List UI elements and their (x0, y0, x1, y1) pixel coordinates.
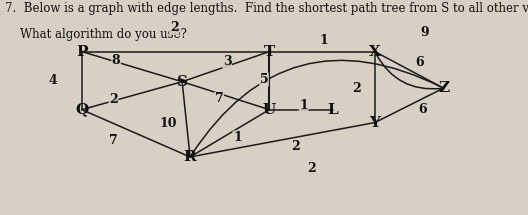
Text: P: P (76, 45, 88, 59)
Text: Q: Q (75, 103, 89, 117)
Text: 2: 2 (291, 140, 300, 153)
Text: L: L (327, 103, 338, 117)
Text: 3: 3 (223, 55, 231, 68)
Text: 1: 1 (320, 34, 328, 47)
Text: 7: 7 (215, 92, 223, 105)
Text: 1: 1 (299, 99, 308, 112)
Text: T: T (263, 45, 275, 59)
Text: 6: 6 (418, 103, 427, 116)
Text: 2: 2 (352, 82, 361, 95)
Text: X: X (369, 45, 381, 59)
Text: 1: 1 (233, 131, 242, 144)
Text: 5: 5 (260, 73, 268, 86)
Text: 6: 6 (416, 56, 424, 69)
Text: 7.  Below is a graph with edge lengths.  Find the shortest path tree from S to a: 7. Below is a graph with edge lengths. F… (5, 2, 528, 15)
Text: Y: Y (370, 115, 380, 130)
Text: What algorithm do you use?: What algorithm do you use? (5, 28, 187, 41)
FancyArrowPatch shape (376, 54, 441, 89)
FancyArrowPatch shape (192, 60, 441, 155)
Text: 2: 2 (109, 94, 118, 106)
Text: 8: 8 (112, 54, 120, 67)
Text: Z: Z (438, 81, 449, 95)
Text: 2: 2 (307, 162, 316, 175)
Text: U: U (262, 103, 276, 117)
Text: 4: 4 (49, 74, 57, 87)
Text: 10: 10 (159, 117, 177, 130)
Text: R: R (184, 150, 196, 164)
Text: 2: 2 (170, 22, 178, 34)
Text: 7: 7 (109, 134, 118, 147)
Text: 9: 9 (421, 26, 429, 39)
Text: S: S (177, 75, 187, 89)
